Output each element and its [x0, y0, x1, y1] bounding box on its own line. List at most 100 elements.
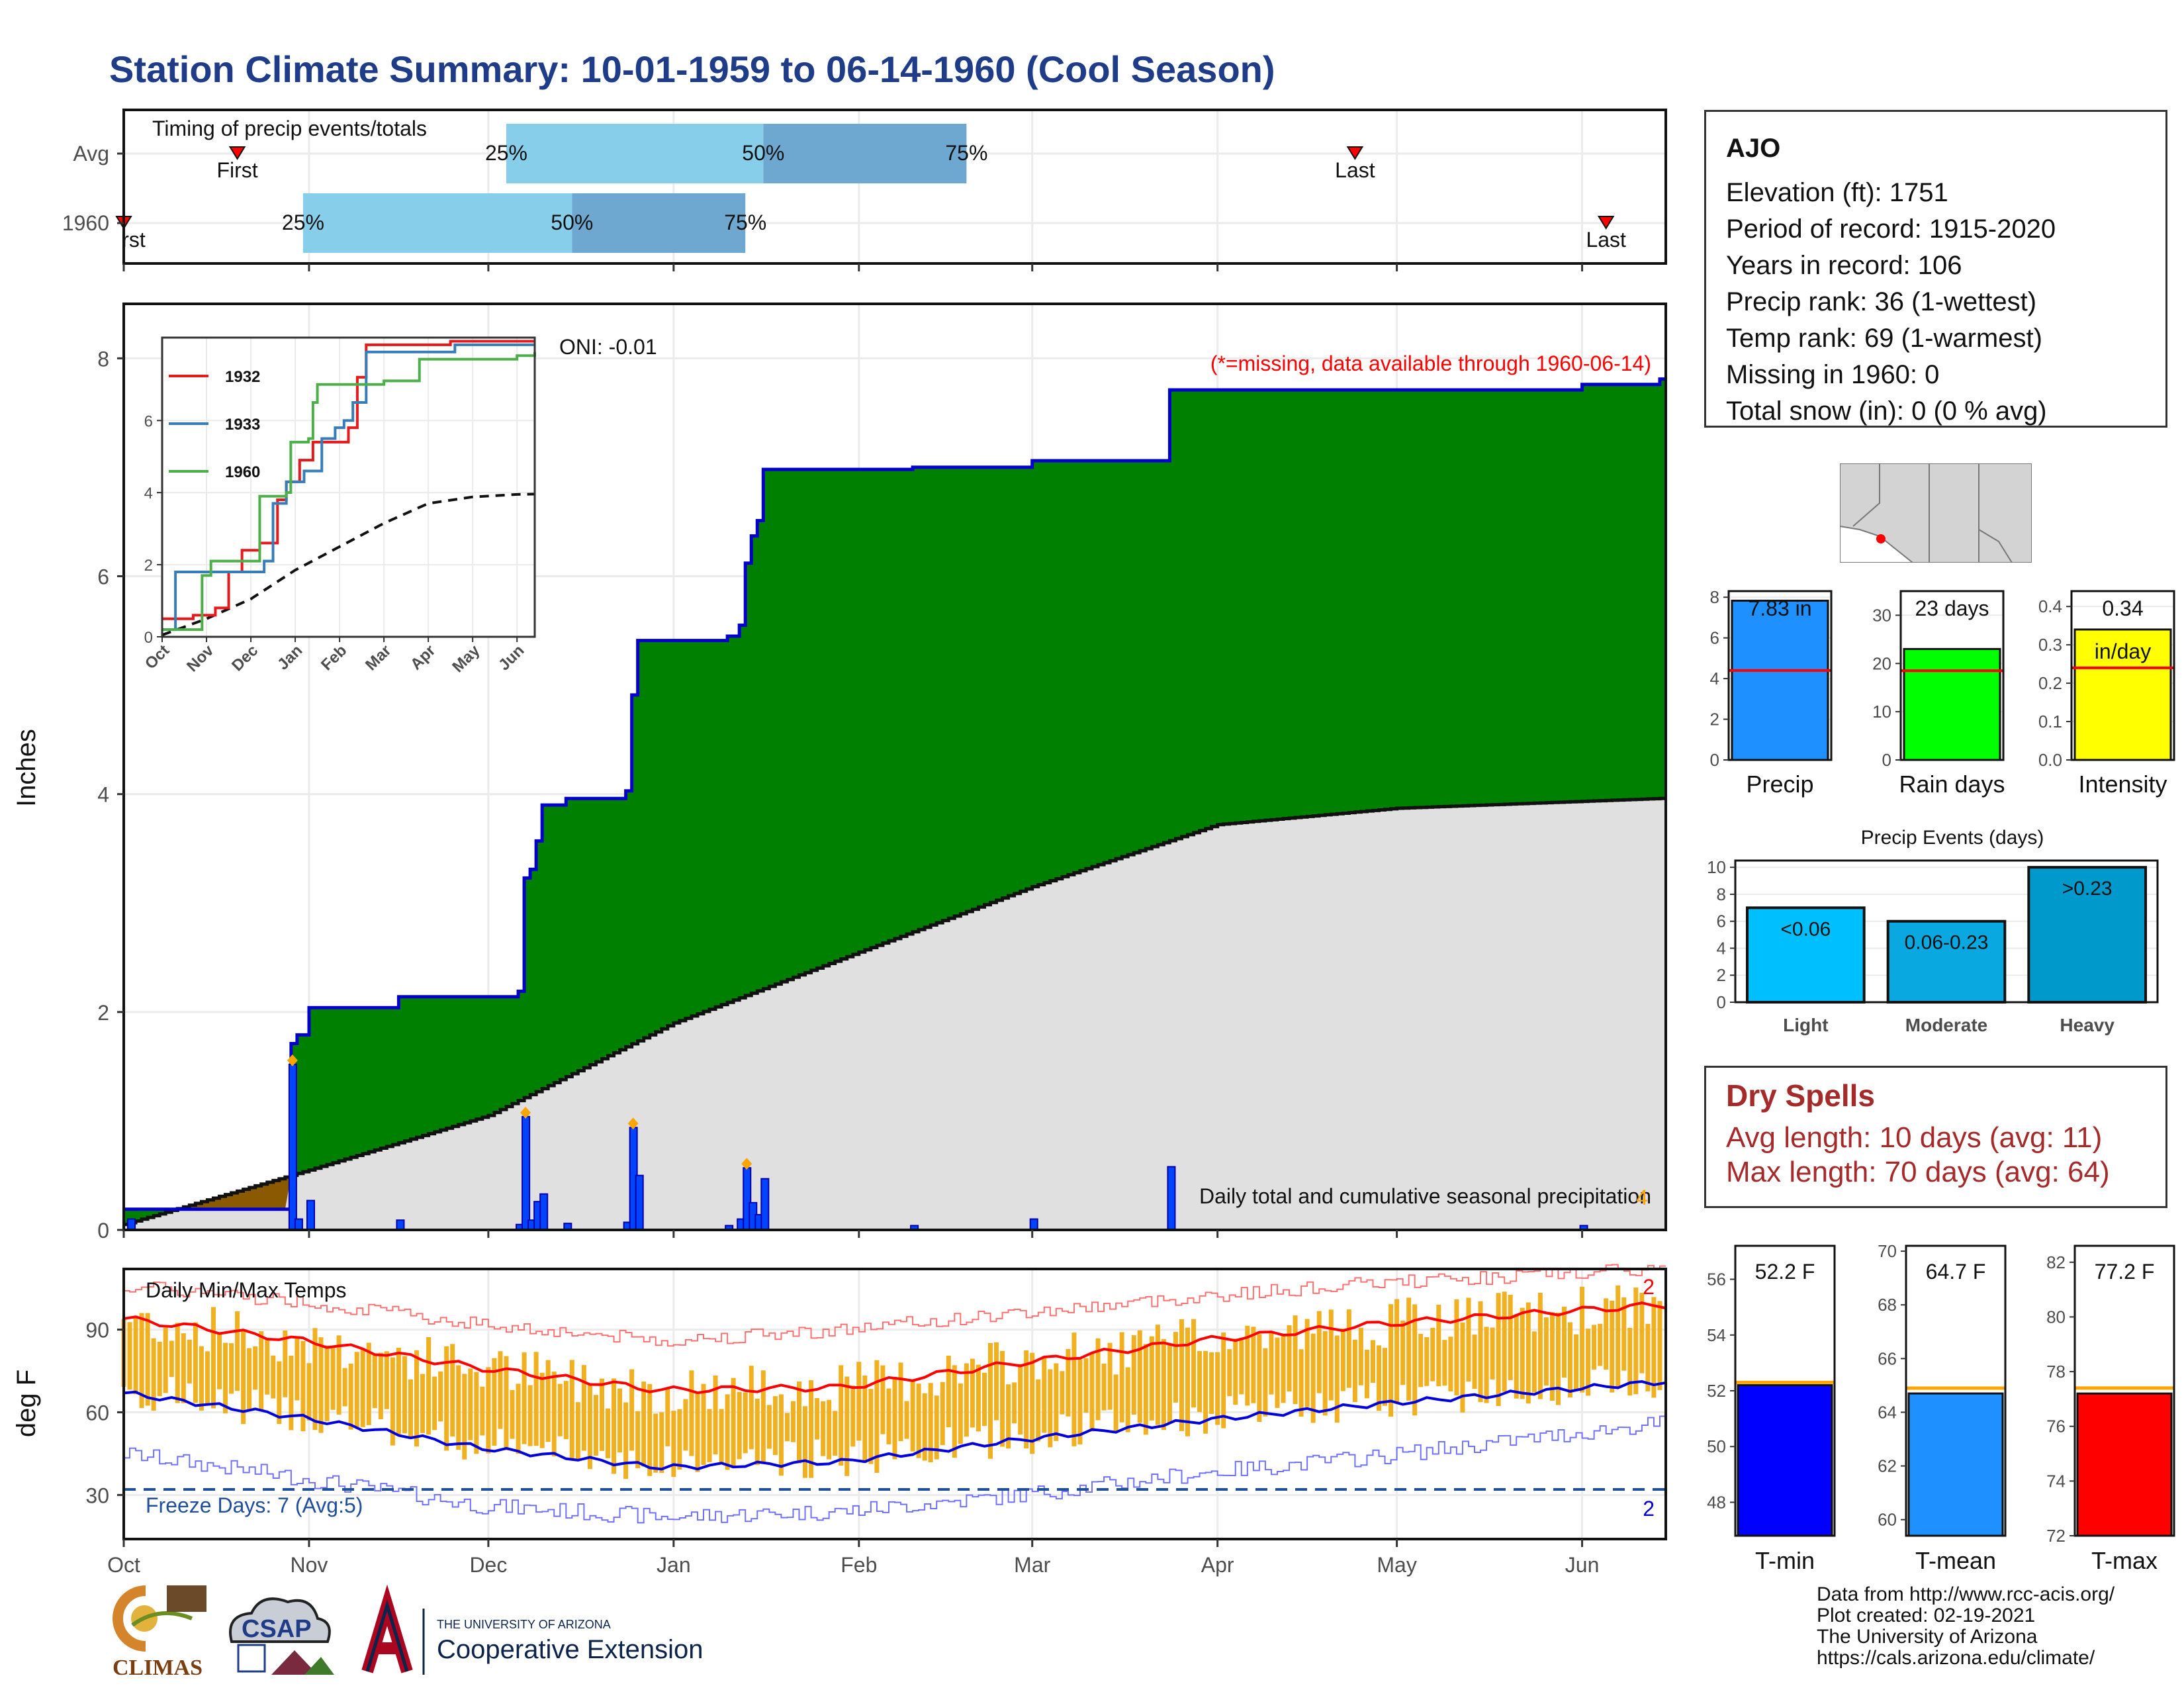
timing-bar-25-50	[302, 193, 572, 253]
summary-panel-label: Intensity	[2078, 771, 2167, 798]
summary-y-tick-label: 8	[1710, 587, 1719, 607]
temperature-x-tick-label: Apr	[1201, 1553, 1234, 1577]
inset-border	[161, 336, 536, 638]
temp-summary-y-tick-label: 82	[2046, 1252, 2066, 1272]
precip-oni-label: ONI: -0.01	[559, 335, 657, 359]
summary-y-tick-label: 0.1	[2038, 712, 2062, 731]
temperature-x-tick-label: Jun	[1565, 1553, 1600, 1577]
temperature-x-tick-label: Oct	[107, 1553, 140, 1577]
temp-summary-y-tick-label: 64	[1878, 1402, 1897, 1422]
precip-title: Daily total and cumulative seasonal prec…	[1199, 1184, 1651, 1208]
precip-events-category-label: Light	[1783, 1015, 1828, 1035]
temp-summary-label: T-mean	[1915, 1547, 1996, 1574]
summary-panel-border	[1727, 590, 1833, 761]
precip-daily-bar	[294, 1218, 303, 1231]
temp-summary-y-tick-label: 72	[2046, 1526, 2066, 1546]
summary-y-tick-label: 4	[1710, 669, 1719, 688]
university-of-arizona-logo: THE UNIVERSITY OF ARIZONA Cooperative Ex…	[361, 1584, 703, 1675]
timing-label-25: 25%	[485, 141, 527, 165]
temperature-normal-min-line	[123, 1380, 1666, 1471]
temp-summary-y-tick-label: 68	[1878, 1295, 1897, 1315]
temp-summary-y-tick-label: 60	[1878, 1510, 1897, 1530]
timing-last-label: Last	[1335, 158, 1375, 182]
inset-y-tick-label: 0	[144, 629, 153, 647]
timing-row-label: Avg	[73, 142, 109, 165]
inset-y-tick-label: 6	[144, 412, 153, 430]
precip-subtitle: (*=missing, data available through 1960-…	[1210, 352, 1651, 375]
temp-summary-bar	[1907, 1392, 2004, 1537]
temperature-y-tick-label: 30	[85, 1483, 109, 1507]
inset-series-line-1933	[162, 343, 535, 632]
temp-summary-border	[1905, 1244, 2007, 1537]
summary-value-label: 0.34	[2102, 596, 2143, 620]
summary-panel-intensity: 0.34 in/day 0.0 0.1 0.2 0.3 0.4 Intensity	[2038, 590, 2175, 798]
station-name: AJO	[1726, 134, 1781, 163]
summary-panel-rain-days: 23 days 0 10 20 30 Rain days	[1872, 590, 2005, 798]
temperature-y-axis-label: deg F	[12, 1370, 41, 1437]
temp-summary-panel-t-min: 52.2 F 48 50 52 54 56 T-min	[1707, 1244, 1836, 1574]
precip-daily-bar	[1167, 1166, 1176, 1231]
timing-bar-50-75	[572, 193, 746, 253]
timing-label-25: 25%	[282, 211, 324, 234]
station-line-missing: Missing in 1960: 0	[1726, 360, 1940, 389]
summary-y-tick-label: 0	[1882, 750, 1891, 770]
summary-bar	[1903, 647, 2001, 761]
precip-events-y-tick-label: 10	[1707, 857, 1726, 877]
precip-events-y-tick-label: 0	[1717, 992, 1726, 1012]
temperature-x-tick-label: Mar	[1014, 1553, 1050, 1577]
summary-bar	[2073, 628, 2172, 761]
station-line-period: Period of record: 1915-2020	[1726, 214, 2056, 244]
timing-title: Timing of precip events/totals	[152, 117, 427, 140]
summary-value-label: 23 days	[1915, 596, 1989, 620]
temp-summary-value-label: 77.2 F	[2095, 1260, 2155, 1284]
summary-y-tick-label: 0.0	[2038, 750, 2062, 770]
inset-legend-label: 1932	[225, 368, 260, 386]
temperature-record-max-line	[124, 1264, 1666, 1347]
page-title: Station Climate Summary: 10-01-1959 to 0…	[109, 48, 1275, 90]
inset-y-tick-label: 4	[144, 485, 153, 502]
ua-logo-big-text: Cooperative Extension	[437, 1635, 703, 1664]
station-line-temp-rank: Temp rank: 69 (1-warmest)	[1726, 324, 2042, 353]
temp-summary-bar	[2076, 1392, 2173, 1537]
precip-daily-bar	[1029, 1218, 1038, 1231]
temperature-x-tick-label: Nov	[291, 1553, 328, 1577]
summary-y-tick-label: 0.3	[2038, 635, 2062, 655]
precip-y-tick-label: 2	[97, 1001, 109, 1025]
temperature-corner-bottom-label: 2	[1643, 1497, 1655, 1521]
precip-daily-bar	[288, 1063, 297, 1231]
timing-label-75: 75%	[945, 141, 987, 165]
summary-y-tick-label: 0.2	[2038, 673, 2062, 693]
temp-summary-y-tick-label: 56	[1707, 1270, 1726, 1289]
temp-summary-y-tick-label: 52	[1707, 1381, 1726, 1401]
precip-events-y-tick-label: 8	[1717, 884, 1726, 904]
precip-daily-bar	[306, 1199, 315, 1231]
climas-logo: CLIMAS	[113, 1585, 206, 1680]
summary-y-tick-label: 30	[1872, 605, 1891, 625]
timing-row-label: 1960	[62, 211, 109, 235]
precip-events-y-tick-label: 4	[1717, 938, 1726, 958]
csap-logo-text: CSAP	[242, 1615, 312, 1643]
timing-first-label: First	[216, 158, 257, 182]
credit-line-university: The University of Arizona	[1817, 1626, 2038, 1648]
temp-summary-label: T-max	[2091, 1547, 2158, 1574]
temperature-corner-top-label: 2	[1643, 1275, 1655, 1299]
credit-line-created: Plot created: 02-19-2021	[1817, 1605, 2036, 1626]
precip-y-tick-label: 4	[97, 783, 109, 807]
dry-spells-box: Dry Spells Avg length: 10 days (avg: 11)…	[1704, 1066, 2167, 1208]
precip-panel-border	[122, 303, 1667, 1231]
temperature-title: Daily Min/Max Temps	[146, 1278, 346, 1302]
precip-daily-bar	[522, 1115, 531, 1231]
temperature-y-tick-label: 60	[85, 1401, 109, 1425]
temp-summary-border	[2073, 1244, 2175, 1537]
summary-value-label: 7.83 in	[1748, 596, 1811, 620]
timing-panel: 25% 50% 75% First Last 25% 50% 75% rst Last Timing…	[115, 109, 1667, 265]
temperature-panel-border	[122, 1268, 1667, 1540]
precip-event-marker	[287, 1054, 298, 1066]
timing-first-marker	[228, 146, 246, 160]
temperature-panel: Daily Min/Max Temps Freeze Days: 7 (Avg:5…	[121, 1264, 1667, 1540]
temperature-x-tick-label: May	[1377, 1553, 1416, 1577]
inset-background	[162, 338, 535, 637]
timing-bar-50-75	[763, 124, 967, 183]
